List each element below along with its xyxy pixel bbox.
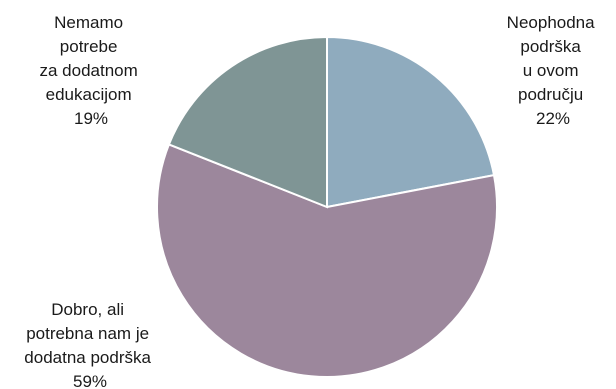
slice-label-line: edukacijom xyxy=(46,85,132,104)
pie-slices xyxy=(156,35,499,379)
slice-label-line: dodatna podrška xyxy=(24,348,151,367)
slice-value-label: 59% xyxy=(73,372,107,389)
slice-label-neophodna-podrska: Neophodna podrška u ovom području 22% xyxy=(507,13,600,128)
slice-label-line: podrška xyxy=(520,37,581,56)
pie-slice-1 xyxy=(156,143,499,379)
slice-value-label: 19% xyxy=(74,109,108,128)
slice-label-line: za dodatnom xyxy=(39,61,137,80)
slice-label-line: potrebna nam je xyxy=(26,324,149,343)
pie-labels: Neophodna podrška u ovom području 22% Do… xyxy=(24,13,600,389)
slice-label-line: području xyxy=(518,85,583,104)
slice-label-line: u ovom xyxy=(523,61,579,80)
slice-value-label: 22% xyxy=(536,109,570,128)
slice-label-line: Neophodna xyxy=(507,13,595,32)
slice-label-line: Nemamo xyxy=(54,13,123,32)
slice-label-dobro-ali: Dobro, ali potrebna nam je dodatna podrš… xyxy=(24,300,155,389)
pie-slice-2 xyxy=(167,35,328,209)
slice-label-line: potrebe xyxy=(60,37,118,56)
slice-label-nemamo-potrebe: Nemamo potrebe za dodatnom edukacijom 19… xyxy=(39,13,142,128)
pie-slice-0 xyxy=(326,35,496,209)
slice-label-line: Dobro, ali xyxy=(51,300,124,319)
